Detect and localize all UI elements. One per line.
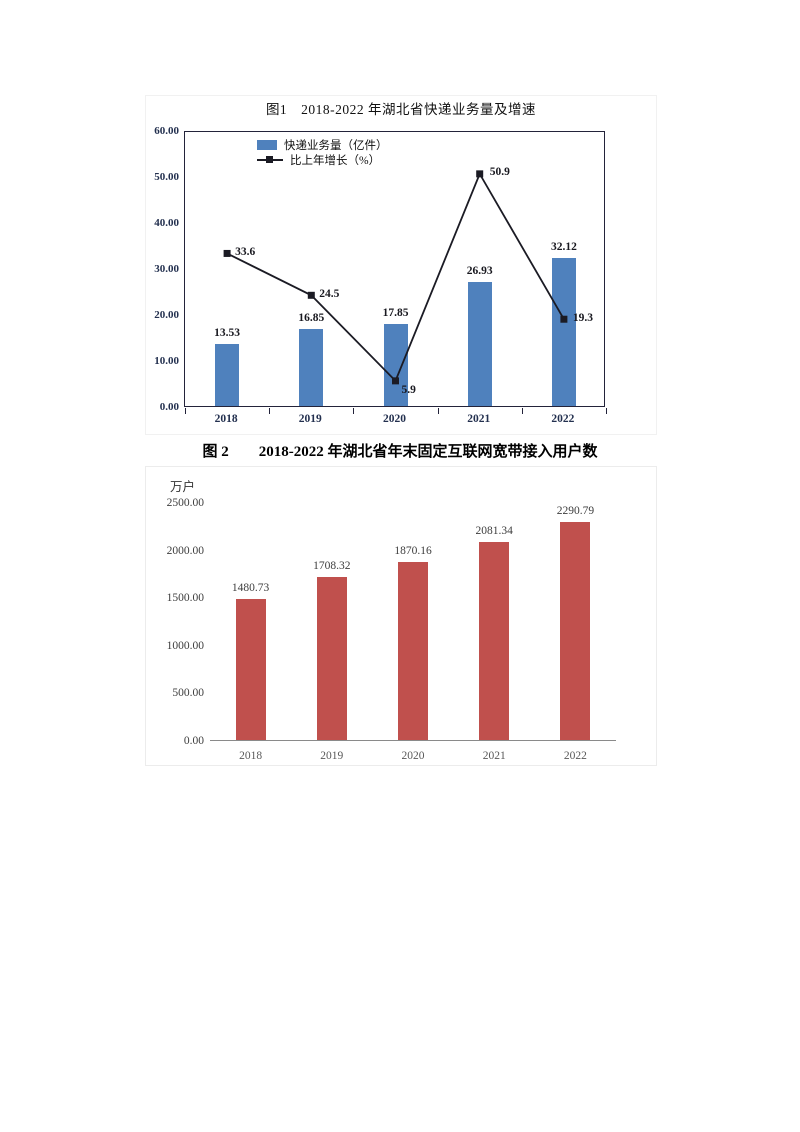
figure2-unit-label: 万户 [170,480,196,494]
line-value-label: 50.9 [489,165,510,178]
bar-express-volume [299,328,324,406]
bar-value-label: 2290.79 [556,504,595,517]
figure1-y-tick-label: 60.00 [154,125,179,137]
line-marker [476,170,484,178]
bar-value-label: 2081.34 [475,524,513,537]
figure1-caption: 图1 2018-2022 年湖北省快递业务量及增速 [265,102,537,117]
line-marker [392,377,399,385]
bar-broadband-users [560,521,591,740]
figure2-y-tick-label: 1000.00 [166,639,204,652]
growth-line [226,171,565,383]
bar-express-volume [467,282,492,406]
line-value-label: 33.6 [235,246,256,259]
bar-express-volume [551,258,576,406]
figure1-x-tick [606,408,607,414]
figure2-x-tick-label: 2020 [401,750,425,762]
figure1-y-tick-label: 10.00 [154,355,179,367]
figure2-y-axis: 0.00 500.00 1000.00 1500.00 2000.00 2500.00 [146,467,204,767]
figure2-caption: 图 2 2018-2022 年湖北省年末固定互联网宽带接入用户数 [202,444,598,460]
figure1-y-axis: 0.00 10.00 20.00 30.00 40.00 50.00 60.00 [146,96,179,436]
bar-value-label: 1480.73 [231,582,270,595]
bar-value-label: 32.12 [550,241,577,254]
line-marker [560,315,568,323]
legend-item-line: 比上年增长（%） [257,152,388,167]
bar-broadband-users [398,561,428,740]
line-value-label: 5.9 [401,383,416,396]
bar-value-label: 1870.16 [394,544,432,557]
figure2-y-tick-label: 2000.00 [166,544,204,557]
figure1-plot-area: 快递业务量（亿件） 比上年增长（%） 13.53 16.85 17.85 26.93 3… [184,131,607,414]
figure1-y-tick-label: 40.00 [154,217,179,229]
figure1-legend: 快递业务量（亿件） 比上年增长（%） [257,137,388,167]
figure1-x-tick-label: 2022 [551,413,575,425]
figure2-x-tick-label: 2019 [320,750,344,762]
bar-value-label: 1708.32 [313,560,351,573]
figure2-broadband-users-chart: 万户 0.00 500.00 1000.00 1500.00 2000.00 2500.0… [145,466,657,766]
legend-bar-label: 快递业务量（亿件） [284,139,388,152]
bar-value-label: 17.85 [382,306,409,319]
figure1-x-tick [521,408,523,414]
figure1-y-tick-label: 0.00 [159,401,179,413]
line-value-label: 24.5 [319,288,340,301]
bar-value-label: 16.85 [298,311,325,324]
figure1-y-tick-label: 20.00 [154,309,179,321]
figure1-y-tick-label: 50.00 [154,171,179,183]
bar-express-volume [215,343,240,406]
figure1-x-tick-label: 2021 [467,413,491,425]
figure1-x-tick-label: 2020 [383,413,406,425]
bar-value-label: 13.53 [214,326,241,339]
figure1-x-tick-label: 2018 [214,413,238,425]
legend-bar-swatch [257,139,277,150]
bar-broadband-users [479,541,510,740]
line-marker [307,291,315,299]
legend-line-label: 比上年增长（%） [290,154,381,167]
legend-item-bar: 快递业务量（亿件） [257,137,388,152]
figure1-y-tick-label: 30.00 [154,263,179,275]
figure1-express-delivery-chart: 图1 2018-2022 年湖北省快递业务量及增速 0.00 10.00 20.00… [145,95,657,435]
bar-value-label: 26.93 [466,265,493,278]
figure1-x-tick [185,408,186,414]
figure2-y-tick-label: 500.00 [172,687,204,700]
figure1-x-tick [353,408,355,414]
bar-express-volume [383,323,408,406]
figure1-x-tick [437,408,439,414]
figure1-x-tick-label: 2019 [298,413,322,425]
figure2-x-tick-label: 2018 [239,750,263,762]
line-marker [223,249,231,257]
line-value-label: 19.3 [572,312,594,325]
bar-broadband-users [235,599,266,740]
figure2-x-tick-label: 2021 [482,750,506,762]
figure2-plot-area: 1480.73 1708.32 1870.16 2081.34 2290.79 [210,503,616,741]
figure2-y-tick-label: 2500.00 [166,497,204,509]
figure2-y-tick-label: 0.00 [183,735,204,747]
growth-line-chart [223,170,568,385]
figure1-x-tick [269,408,271,414]
bar-broadband-users [316,577,347,740]
legend-line-swatch [257,155,283,164]
figure2-x-tick-label: 2022 [563,750,587,762]
figure2-y-tick-label: 1500.00 [166,592,204,605]
